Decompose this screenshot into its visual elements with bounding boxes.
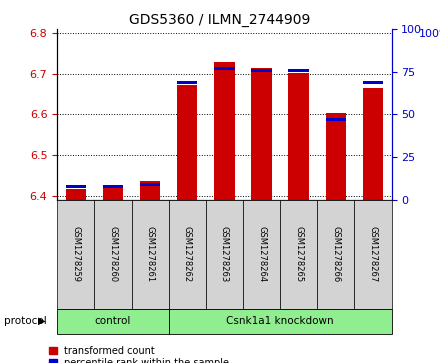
Text: GSM1278262: GSM1278262 <box>183 226 192 282</box>
Text: GSM1278260: GSM1278260 <box>108 226 117 282</box>
Bar <box>251 69 272 72</box>
Text: GSM1278266: GSM1278266 <box>331 226 341 282</box>
Bar <box>280 200 317 309</box>
Legend: transformed count, percentile rank within the sample: transformed count, percentile rank withi… <box>49 346 229 363</box>
Bar <box>132 200 169 309</box>
Bar <box>206 200 243 309</box>
Bar <box>251 68 272 200</box>
Text: GSM1278265: GSM1278265 <box>294 226 303 282</box>
Bar <box>140 183 160 186</box>
Text: control: control <box>95 316 131 326</box>
Bar <box>177 81 198 83</box>
Bar <box>94 200 132 309</box>
Bar <box>326 118 346 121</box>
Bar <box>66 185 86 188</box>
Bar <box>243 200 280 309</box>
Text: GSM1278259: GSM1278259 <box>71 226 80 282</box>
Text: protocol: protocol <box>4 316 47 326</box>
Bar <box>103 185 123 188</box>
Bar <box>169 200 206 309</box>
Text: 100%: 100% <box>418 29 440 39</box>
Text: GSM1278263: GSM1278263 <box>220 226 229 282</box>
Bar <box>355 200 392 309</box>
Text: GSM1278264: GSM1278264 <box>257 226 266 282</box>
Text: GSM1278261: GSM1278261 <box>146 226 154 282</box>
Text: GDS5360 / ILMN_2744909: GDS5360 / ILMN_2744909 <box>129 13 311 27</box>
Bar <box>177 85 198 200</box>
Bar <box>363 81 383 83</box>
Bar <box>289 73 309 200</box>
Bar <box>289 69 309 72</box>
Text: ▶: ▶ <box>38 316 46 326</box>
Bar <box>66 189 86 200</box>
Text: Csnk1a1 knockdown: Csnk1a1 knockdown <box>226 316 334 326</box>
Bar <box>363 88 383 200</box>
Bar <box>57 200 94 309</box>
Bar <box>214 62 235 200</box>
Bar <box>214 67 235 70</box>
Bar <box>169 309 392 334</box>
Text: GSM1278267: GSM1278267 <box>369 226 378 282</box>
Bar <box>103 187 123 200</box>
Bar <box>326 113 346 200</box>
Bar <box>317 200 355 309</box>
Bar <box>57 309 169 334</box>
Bar <box>140 182 160 200</box>
